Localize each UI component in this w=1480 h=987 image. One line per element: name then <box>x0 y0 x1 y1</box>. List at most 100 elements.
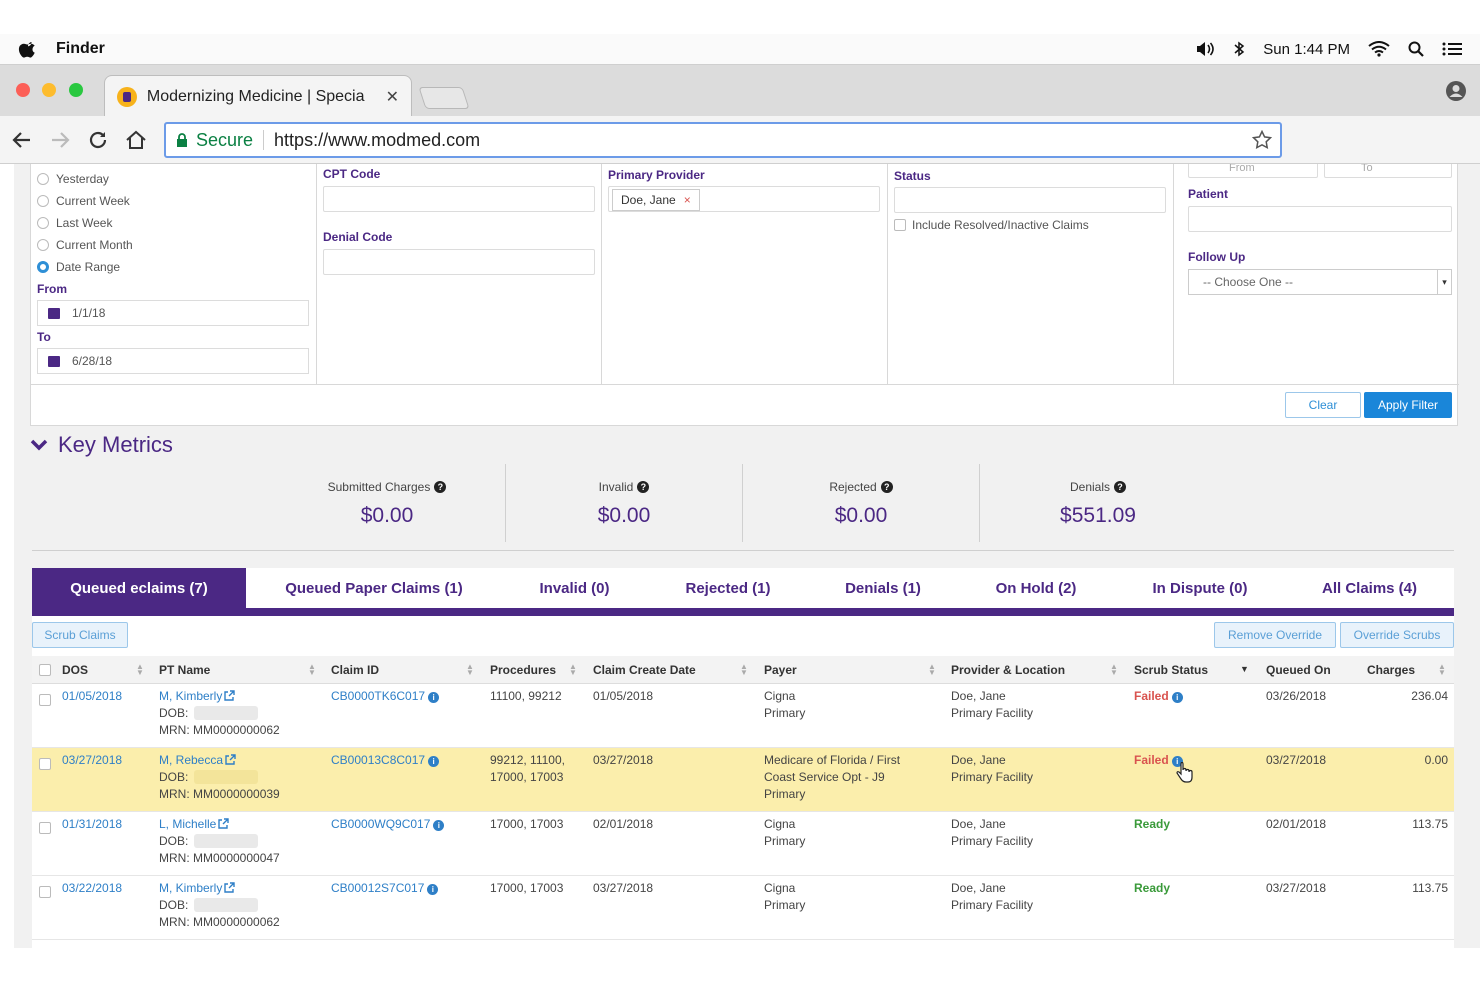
dropdown-arrow-icon[interactable]: ▾ <box>1437 270 1451 294</box>
info-icon[interactable]: i <box>427 884 439 895</box>
tab-in-dispute[interactable]: In Dispute (0) <box>1152 579 1248 597</box>
menubar-clock[interactable]: Sun 1:44 PM <box>1263 40 1350 58</box>
tab-queued-paper-claims[interactable]: Queued Paper Claims (1) <box>285 579 463 597</box>
chip-remove-icon[interactable]: × <box>683 193 691 207</box>
window-zoom-button[interactable] <box>69 83 83 97</box>
bluetooth-icon[interactable] <box>1233 41 1245 57</box>
provider-chip[interactable]: Doe, Jane × <box>612 189 700 211</box>
home-icon[interactable] <box>124 128 148 152</box>
table-row-highlighted[interactable]: 03/27/2018 M, Rebecca DOB: MRN: MM000000… <box>32 748 1454 812</box>
sort-icon[interactable]: ▲ ▼ <box>569 662 577 677</box>
sort-desc-icon[interactable]: ▼ <box>1240 664 1249 674</box>
status-input[interactable] <box>894 187 1166 213</box>
row-checkbox[interactable] <box>39 694 51 706</box>
col-provider-location[interactable]: Provider & Location <box>951 663 1066 677</box>
override-scrubs-button[interactable]: Override Scrubs <box>1340 622 1454 648</box>
claim-id-link[interactable]: CB00012S7C017 <box>331 881 425 895</box>
calendar-icon[interactable] <box>48 355 60 367</box>
col-charges[interactable]: Charges <box>1367 663 1416 677</box>
help-icon[interactable]: ? <box>1114 481 1127 493</box>
forward-arrow-icon[interactable] <box>48 128 72 152</box>
external-link-icon[interactable] <box>225 754 236 765</box>
sort-icon[interactable]: ▲ ▼ <box>466 662 474 677</box>
table-row[interactable]: 01/05/2018 M, Kimberly DOB: MRN: MM00000… <box>32 684 1454 748</box>
radio-current-week[interactable]: Current Week <box>37 194 130 208</box>
browser-tab-active[interactable]: Modernizing Medicine | Specia ✕ <box>104 75 412 117</box>
volume-icon[interactable] <box>1195 41 1215 57</box>
external-link-icon[interactable] <box>224 882 236 893</box>
sort-icon[interactable]: ▲ ▼ <box>1438 662 1446 677</box>
col-queued-on[interactable]: Queued On <box>1266 663 1331 677</box>
col-dos[interactable]: DOS <box>62 663 89 677</box>
info-icon[interactable]: i <box>433 820 445 831</box>
sort-icon[interactable]: ▲ ▼ <box>740 662 748 677</box>
row-checkbox[interactable] <box>39 758 51 770</box>
table-row[interactable]: 03/22/2018 M, Kimberly DOB: MRN: MM00000… <box>32 876 1454 940</box>
follow-up-select[interactable]: -- Choose One -- ▾ <box>1188 269 1452 295</box>
new-tab-button[interactable] <box>418 87 470 109</box>
spotlight-search-icon[interactable] <box>1408 41 1424 57</box>
col-claim-id[interactable]: Claim ID <box>331 663 380 677</box>
apple-icon[interactable] <box>18 39 38 59</box>
tab-on-hold[interactable]: On Hold (2) <box>995 579 1077 597</box>
claim-id-link[interactable]: CB00013C8C017 <box>331 753 426 767</box>
menubar-app-name[interactable]: Finder <box>56 40 105 57</box>
external-link-icon[interactable] <box>224 690 236 701</box>
claim-id-link[interactable]: CB0000WQ9C017 <box>331 817 431 831</box>
tab-invalid[interactable]: Invalid (0) <box>539 579 610 597</box>
tab-rejected[interactable]: Rejected (1) <box>685 579 771 597</box>
tab-close-icon[interactable]: ✕ <box>385 88 399 106</box>
url-text[interactable]: https://www.modmed.com <box>274 129 481 150</box>
col-claim-create-date[interactable]: Claim Create Date <box>593 663 696 677</box>
sort-icon[interactable]: ▲ ▼ <box>136 662 144 677</box>
notification-center-icon[interactable] <box>1442 41 1462 57</box>
radio-yesterday[interactable]: Yesterday <box>37 172 109 186</box>
key-metrics-toggle[interactable]: Key Metrics <box>30 432 173 458</box>
radio-last-week[interactable]: Last Week <box>37 216 112 230</box>
from-date-input[interactable]: 1/1/18 <box>37 300 309 326</box>
back-arrow-icon[interactable] <box>10 128 34 152</box>
denial-code-input[interactable] <box>323 249 595 275</box>
sort-icon[interactable]: ▲ ▼ <box>308 662 316 677</box>
bookmark-star-icon[interactable] <box>1252 130 1272 150</box>
claim-id-link[interactable]: CB0000TK6C017 <box>331 689 426 703</box>
dos-link[interactable]: 01/31/2018 <box>62 817 123 831</box>
reload-icon[interactable] <box>86 128 110 152</box>
range-to-input[interactable]: To <box>1324 164 1452 178</box>
help-icon[interactable]: ? <box>434 481 447 493</box>
radio-date-range[interactable]: Date Range <box>37 260 120 274</box>
remove-override-button[interactable]: Remove Override <box>1214 622 1336 648</box>
tab-denials[interactable]: Denials (1) <box>845 579 921 597</box>
wifi-icon[interactable] <box>1368 41 1390 57</box>
help-icon[interactable]: ? <box>880 481 893 493</box>
row-checkbox[interactable] <box>39 886 51 898</box>
patient-name-link[interactable]: L, Michelle <box>159 817 217 831</box>
cpt-code-input[interactable] <box>323 186 595 212</box>
calendar-icon[interactable] <box>48 307 60 319</box>
include-resolved-checkbox[interactable]: Include Resolved/Inactive Claims <box>894 218 1089 232</box>
patient-name-link[interactable]: M, Kimberly <box>159 881 223 895</box>
col-scrub-status[interactable]: Scrub Status <box>1134 663 1209 677</box>
col-procedures[interactable]: Procedures <box>490 663 557 677</box>
dos-link[interactable]: 01/05/2018 <box>62 689 123 703</box>
col-pt-name[interactable]: PT Name <box>159 663 211 677</box>
tab-all-claims[interactable]: All Claims (4) <box>1321 579 1418 597</box>
row-checkbox[interactable] <box>39 822 51 834</box>
apply-filter-button[interactable]: Apply Filter <box>1364 392 1452 418</box>
address-bar[interactable]: Secure https://www.modmed.com <box>164 122 1282 158</box>
sort-icon[interactable]: ▲ ▼ <box>1110 662 1118 677</box>
external-link-icon[interactable] <box>218 818 230 829</box>
help-icon[interactable]: ? <box>637 481 650 493</box>
select-all-checkbox[interactable] <box>39 664 51 676</box>
table-row[interactable]: 01/31/2018 L, Michelle DOB: MRN: MM00000… <box>32 812 1454 876</box>
info-icon[interactable]: i <box>1171 692 1183 703</box>
tab-queued-eclaims[interactable]: Queued eclaims (7) <box>32 568 246 608</box>
info-icon[interactable]: i <box>428 756 440 767</box>
radio-current-month[interactable]: Current Month <box>37 238 133 252</box>
range-from-input[interactable]: From <box>1188 164 1318 178</box>
clear-button[interactable]: Clear <box>1285 392 1361 418</box>
patient-name-link[interactable]: M, Rebecca <box>159 753 224 767</box>
to-date-input[interactable]: 6/28/18 <box>37 348 309 374</box>
col-payer[interactable]: Payer <box>764 663 797 677</box>
info-icon[interactable]: i <box>428 692 440 703</box>
